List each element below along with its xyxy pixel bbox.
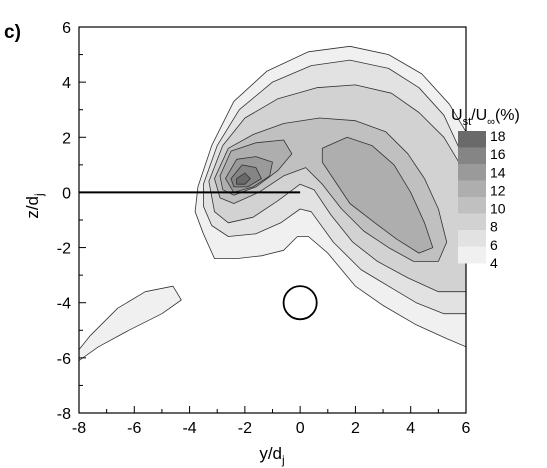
y-tick-label: -8 [57,406,71,423]
contour-fills [79,45,466,361]
colorbar-swatch [458,197,486,214]
y-tick-label: 6 [62,20,71,37]
x-tick-label: -8 [72,420,86,437]
colorbar-label: 4 [490,255,498,271]
colorbar-swatch [458,230,486,247]
x-tick-label: -6 [127,420,141,437]
colorbar-labels: 18 16 14 12 10 8 6 4 [490,128,506,271]
plot-area: -8 -6 -4 -2 0 2 4 6 -8 -6 -4 -2 0 2 4 6 [57,20,471,437]
x-axis-title: y/dj [259,444,284,467]
contour-region-18-9 [236,172,251,185]
x-tick-label: 4 [406,420,415,437]
colorbar-swatch [458,164,486,181]
x-tick-label: -4 [182,420,196,437]
svg-text:z/dj: z/dj [23,193,46,218]
colorbar-swatch [458,147,486,165]
axes: -8 -6 -4 -2 0 2 4 6 -8 -6 -4 -2 0 2 4 6 [57,20,471,437]
colorbar-swatch [458,213,486,231]
colorbar-label: 18 [490,128,506,144]
contour-region-4-1 [79,285,182,361]
colorbar: Ust/U∞(%) 18 16 14 12 10 8 6 4 [451,107,520,271]
x-tick-label: 2 [351,420,360,437]
y-tick-label: -6 [57,351,71,368]
x-tick-label: 6 [462,420,471,437]
colorbar-label: 10 [490,201,506,217]
y-tick-label: -4 [57,296,71,313]
y-tick-label: 4 [62,75,71,92]
y-axis-title: z/dj [23,193,46,218]
panel-label: c) [4,22,21,43]
colorbar-swatch [458,180,486,198]
colorbar-label: 16 [490,146,506,162]
circle-marker [282,285,318,321]
colorbar-swatch [458,131,486,148]
x-tick-label: -2 [238,420,252,437]
overlays [79,191,318,321]
y-axis-title-main: z/d [23,196,42,219]
colorbar-title: Ust/U∞(%) [451,107,520,128]
colorbar-label: 14 [490,164,506,180]
contour-region-12-6 [321,136,434,254]
x-axis-title-sub: j [281,453,285,467]
colorbar-label: 6 [490,237,498,253]
y-axis-title-sub: j [32,193,46,197]
colorbar-label: 12 [490,182,506,198]
colorbar-label: 8 [490,219,498,235]
y-tick-label: 2 [62,130,71,147]
x-axis-title-main: y/d [259,444,282,463]
x-tick-label: 0 [296,420,305,437]
colorbar-swatch [458,246,486,264]
y-tick-label: 0 [62,185,71,202]
y-tick-label: -2 [57,241,71,258]
colorbar-swatches [458,131,486,264]
